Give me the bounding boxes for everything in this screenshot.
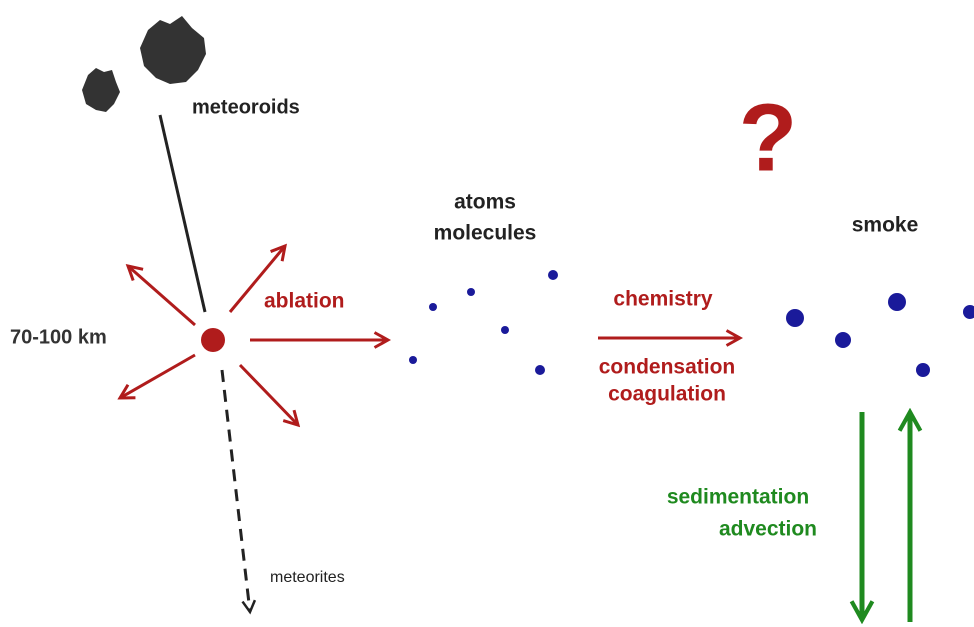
label: meteorites (270, 569, 345, 586)
label: condensation (599, 356, 736, 379)
meteoroid (140, 16, 206, 84)
label: molecules (434, 222, 537, 245)
label: meteoroids (192, 96, 300, 118)
label: sedimentation (667, 486, 809, 509)
arrow (128, 266, 196, 327)
label: chemistry (613, 288, 713, 311)
trajectory (158, 114, 207, 313)
label: atoms (454, 191, 516, 214)
label: coagulation (608, 383, 726, 406)
ablation-point (201, 328, 225, 352)
arrow (228, 246, 285, 313)
label: 70-100 km (10, 326, 107, 348)
atoms-dots (409, 270, 558, 375)
meteoroid (82, 68, 120, 112)
arrow (120, 353, 196, 398)
question-mark: ? (739, 84, 798, 191)
label: advection (719, 518, 817, 541)
meteorite-path (220, 369, 250, 612)
label: smoke (852, 214, 919, 237)
arrow (238, 363, 298, 425)
smoke-dots (786, 293, 974, 377)
label: ablation (264, 290, 345, 313)
